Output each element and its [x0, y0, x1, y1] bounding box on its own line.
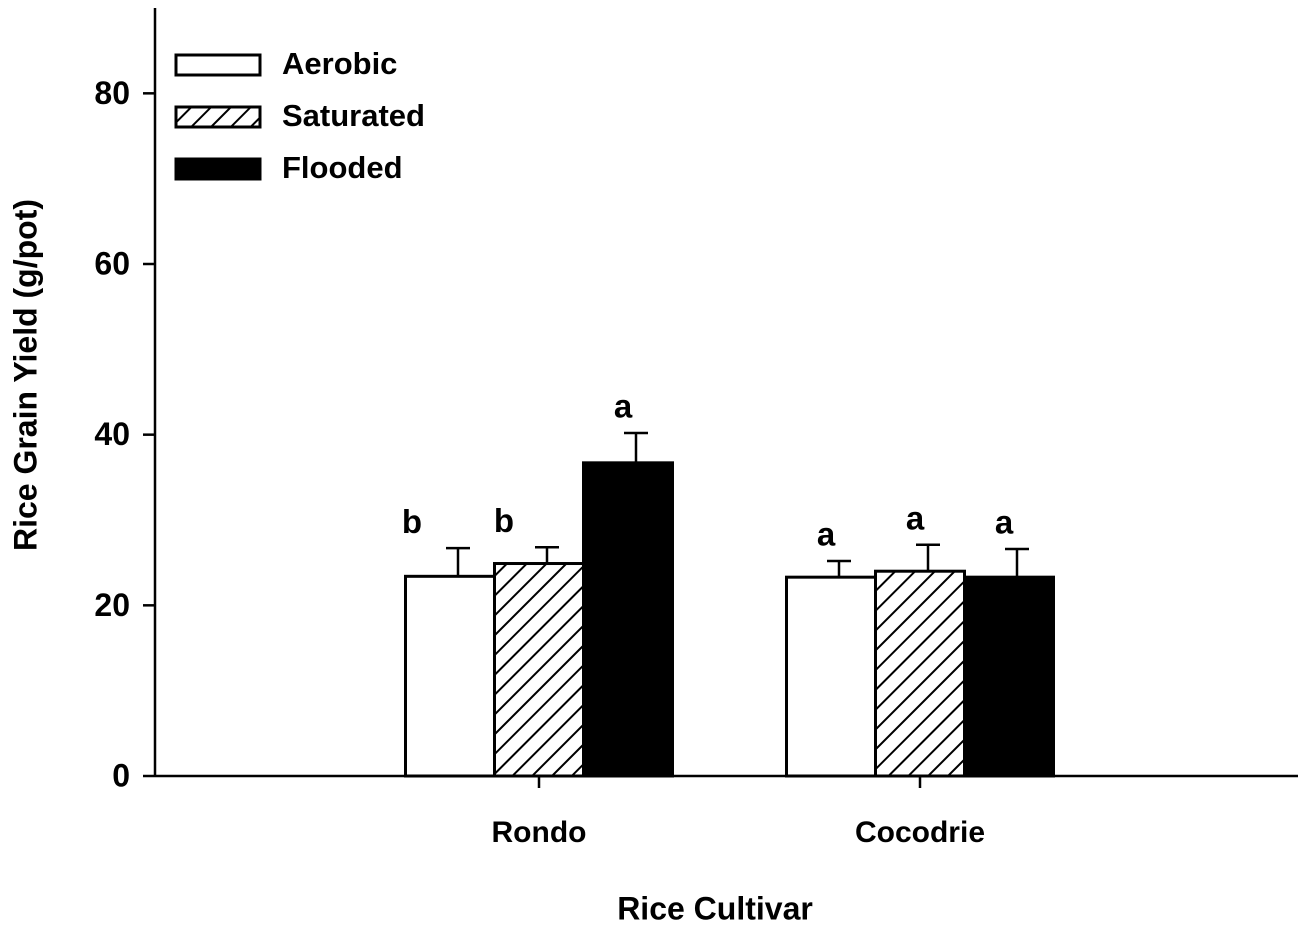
bar [785, 575, 877, 778]
legend-swatch [174, 105, 262, 129]
significance-letter: a [995, 504, 1014, 541]
y-tick-label: 80 [94, 75, 130, 111]
bar [493, 562, 585, 778]
legend-swatch [174, 53, 262, 77]
significance-letter: a [906, 499, 925, 536]
x-axis-title: Rice Cultivar [617, 890, 813, 926]
y-tick-label: 40 [94, 416, 130, 452]
bar [874, 569, 966, 778]
legend-label: Saturated [282, 98, 425, 133]
significance-letter: b [402, 503, 422, 540]
y-tick-label: 60 [94, 245, 130, 281]
legend-swatch [174, 157, 262, 181]
significance-letter: b [494, 502, 514, 539]
legend-label: Flooded [282, 150, 403, 185]
bar [582, 461, 674, 778]
x-tick-label: Cocodrie [855, 816, 985, 849]
y-tick-label: 0 [112, 757, 130, 793]
significance-letter: a [614, 388, 633, 425]
y-axis-title: Rice Grain Yield (g/pot) [7, 199, 43, 551]
legend-label: Aerobic [282, 46, 397, 81]
x-tick-label: Rondo [492, 816, 587, 849]
significance-letter: a [817, 516, 836, 553]
bar [404, 574, 496, 778]
y-tick-label: 20 [94, 587, 130, 623]
bar [963, 575, 1055, 778]
